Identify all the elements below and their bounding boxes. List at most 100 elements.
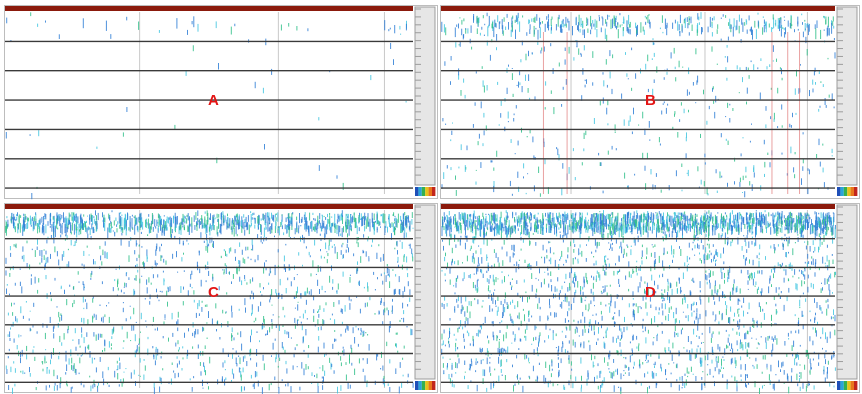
- signal-tick: [121, 215, 122, 216]
- signal-tick: [616, 26, 617, 30]
- legend-swatch: [418, 381, 421, 390]
- signal-tick: [709, 106, 710, 109]
- signal-tick: [50, 219, 51, 221]
- signal-tick: [544, 47, 545, 52]
- signal-tick: [67, 329, 68, 333]
- signal-tick: [494, 20, 495, 27]
- signal-tick: [787, 296, 788, 301]
- signal-tick: [645, 64, 646, 70]
- signal-tick: [699, 253, 700, 255]
- signal-tick: [350, 277, 351, 283]
- signal-tick: [482, 348, 483, 352]
- signal-tick: [484, 234, 485, 237]
- signal-tick: [822, 287, 823, 290]
- signal-tick: [409, 226, 410, 231]
- legend-swatch: [425, 187, 428, 196]
- signal-tick: [455, 176, 456, 180]
- signal-tick: [306, 364, 307, 370]
- signal-tick: [745, 242, 746, 246]
- signal-tick: [478, 279, 479, 281]
- signal-tick: [753, 64, 754, 71]
- signal-tick: [59, 317, 60, 322]
- signal-tick: [765, 337, 766, 342]
- signal-tick: [467, 318, 468, 325]
- signal-tick: [510, 181, 511, 186]
- signal-tick: [461, 144, 462, 150]
- signal-tick: [830, 332, 831, 339]
- signal-tick: [406, 101, 407, 103]
- signal-tick: [798, 277, 799, 279]
- signal-tick: [258, 216, 259, 218]
- signal-tick: [449, 211, 450, 215]
- signal-tick: [598, 338, 599, 340]
- signal-tick: [601, 383, 602, 387]
- signal-tick: [542, 227, 543, 235]
- signal-tick: [392, 222, 393, 227]
- signal-tick: [160, 291, 161, 292]
- signal-tick: [201, 371, 202, 375]
- signal-tick: [692, 217, 693, 222]
- signal-tick: [818, 362, 819, 366]
- signal-tick: [722, 374, 723, 378]
- signal-tick: [824, 30, 825, 31]
- signal-tick: [631, 274, 632, 278]
- signal-tick: [343, 226, 344, 232]
- signal-tick: [653, 373, 654, 379]
- signal-tick: [357, 226, 358, 235]
- signal-tick: [237, 216, 238, 218]
- signal-tick: [756, 322, 757, 323]
- signal-tick: [795, 283, 796, 289]
- signal-tick: [759, 343, 760, 345]
- signal-tick: [387, 227, 388, 233]
- signal-tick: [484, 35, 485, 36]
- signal-tick: [707, 244, 708, 246]
- signal-tick: [578, 248, 579, 255]
- signal-tick: [318, 314, 319, 318]
- signal-tick: [827, 337, 828, 343]
- signal-tick: [207, 240, 208, 245]
- signal-tick: [143, 375, 144, 380]
- signal-tick: [117, 361, 118, 364]
- signal-tick: [567, 255, 568, 259]
- signal-tick: [319, 220, 320, 224]
- signal-tick: [696, 225, 697, 232]
- signal-tick: [546, 249, 547, 252]
- signal-tick: [592, 82, 593, 85]
- signal-tick: [730, 30, 731, 33]
- signal-tick: [264, 326, 265, 328]
- signal-tick: [728, 37, 729, 41]
- signal-tick: [539, 363, 540, 365]
- signal-tick: [332, 344, 333, 349]
- signal-tick: [618, 271, 619, 273]
- signal-tick: [647, 387, 648, 393]
- signal-tick: [744, 22, 745, 26]
- signal-tick: [6, 132, 7, 139]
- signal-tick: [71, 358, 72, 364]
- signal-tick: [384, 233, 385, 235]
- signal-tick: [467, 256, 468, 262]
- signal-tick: [363, 234, 364, 237]
- signal-tick: [342, 216, 343, 224]
- signal-tick: [709, 327, 710, 333]
- signal-tick: [492, 160, 493, 162]
- signal-tick: [394, 25, 395, 33]
- signal-tick: [251, 291, 252, 294]
- signal-tick: [588, 240, 589, 242]
- signal-tick: [764, 385, 765, 386]
- signal-tick: [677, 21, 678, 30]
- signal-tick: [147, 234, 148, 236]
- signal-tick: [150, 226, 151, 233]
- signal-tick: [547, 316, 548, 321]
- signal-tick: [89, 376, 90, 378]
- signal-tick: [132, 218, 133, 229]
- signal-tick: [776, 226, 777, 236]
- signal-tick: [569, 301, 570, 306]
- signal-tick: [803, 132, 804, 134]
- legend-swatch: [432, 381, 435, 390]
- signal-tick: [100, 334, 101, 338]
- signal-tick: [173, 216, 174, 220]
- signal-tick: [668, 347, 669, 351]
- signal-tick: [153, 317, 154, 322]
- signal-tick: [721, 133, 722, 137]
- signal-tick: [231, 226, 232, 229]
